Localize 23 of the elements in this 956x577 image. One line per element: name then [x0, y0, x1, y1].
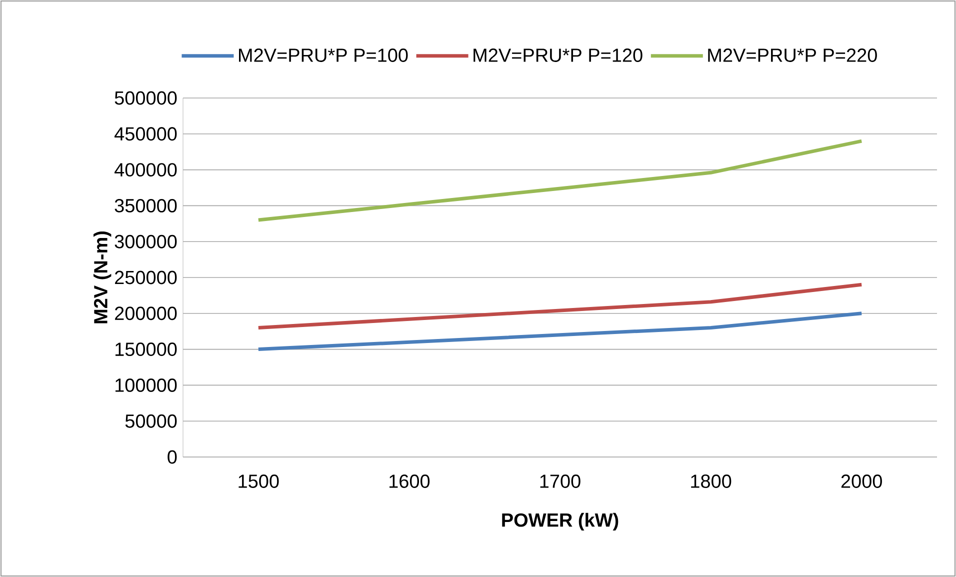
- y-tick-label: 400000: [114, 163, 177, 177]
- legend-label: M2V=PRU*P P=120: [474, 48, 642, 62]
- y-tick-label: 150000: [116, 342, 177, 356]
- line-series: [256, 282, 864, 330]
- y-axis-title: M2V (N-m): [93, 231, 112, 324]
- y-tick-label: 250000: [115, 270, 177, 284]
- y-tick-label: 450000: [114, 127, 177, 141]
- y-tick-label: 200000: [115, 306, 177, 320]
- x-tick-label: 1500: [238, 474, 279, 488]
- y-tick-label: 300000: [114, 234, 177, 248]
- legend-label: M2V=PRU*P P=100: [239, 48, 408, 62]
- line-series: [256, 139, 864, 222]
- y-tick-label: 50000: [125, 414, 177, 428]
- x-tick-label: 1700: [540, 474, 580, 488]
- y-tick-label: 100000: [116, 378, 177, 392]
- y-tick-label: 0: [168, 450, 177, 464]
- y-tick-label: 500000: [114, 91, 177, 105]
- legend-label: M2V=PRU*P P=220: [708, 48, 877, 62]
- y-tick-label: 350000: [114, 198, 177, 212]
- x-tick-label: 1600: [390, 474, 430, 488]
- x-tick-label: 1800: [691, 474, 732, 488]
- x-axis-title: POWER (kW): [502, 512, 618, 531]
- x-tick-label: 2000: [841, 474, 882, 488]
